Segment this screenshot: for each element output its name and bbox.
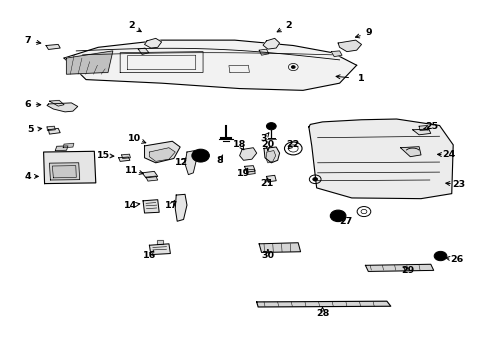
Polygon shape <box>418 126 428 131</box>
Text: 9: 9 <box>365 28 371 37</box>
Polygon shape <box>330 51 341 57</box>
Text: 4: 4 <box>24 172 31 181</box>
Circle shape <box>291 66 295 68</box>
Polygon shape <box>142 171 158 178</box>
Text: 19: 19 <box>236 169 250 178</box>
Text: 1: 1 <box>358 75 364 84</box>
Text: 20: 20 <box>261 140 274 149</box>
Polygon shape <box>66 51 113 74</box>
Circle shape <box>195 152 205 159</box>
Polygon shape <box>149 244 170 255</box>
Text: 11: 11 <box>124 166 138 175</box>
Polygon shape <box>337 40 361 51</box>
Circle shape <box>333 213 341 219</box>
Text: 29: 29 <box>401 266 414 275</box>
Text: 13: 13 <box>192 151 205 160</box>
Polygon shape <box>265 150 275 163</box>
Polygon shape <box>144 141 180 163</box>
Text: 27: 27 <box>339 217 352 226</box>
Polygon shape <box>47 103 78 112</box>
Polygon shape <box>138 48 149 54</box>
Text: 18: 18 <box>232 140 246 149</box>
Polygon shape <box>263 39 279 49</box>
Text: 24: 24 <box>442 150 455 159</box>
Polygon shape <box>308 119 452 199</box>
Polygon shape <box>184 150 196 175</box>
Text: 2: 2 <box>285 21 291 30</box>
Text: 26: 26 <box>449 255 462 264</box>
Polygon shape <box>48 129 60 134</box>
Polygon shape <box>47 126 55 131</box>
Text: 22: 22 <box>286 140 299 149</box>
Polygon shape <box>259 243 300 252</box>
Polygon shape <box>400 147 420 157</box>
Text: 28: 28 <box>315 309 328 318</box>
Circle shape <box>330 210 345 222</box>
Polygon shape <box>244 166 255 172</box>
Text: 16: 16 <box>143 251 156 260</box>
Polygon shape <box>64 40 356 90</box>
Polygon shape <box>412 129 430 135</box>
Circle shape <box>433 251 446 261</box>
Polygon shape <box>52 166 76 178</box>
Text: 2: 2 <box>128 21 134 30</box>
Text: 23: 23 <box>451 180 465 189</box>
Polygon shape <box>259 49 268 55</box>
Polygon shape <box>146 176 158 181</box>
Polygon shape <box>144 39 161 48</box>
Text: 5: 5 <box>28 125 34 134</box>
Polygon shape <box>264 147 279 163</box>
Polygon shape <box>143 200 159 213</box>
Text: 10: 10 <box>128 134 141 143</box>
Text: 8: 8 <box>216 156 223 165</box>
Text: 12: 12 <box>174 158 187 167</box>
Circle shape <box>266 123 276 130</box>
Polygon shape <box>365 264 433 271</box>
Text: 25: 25 <box>425 122 438 131</box>
Text: 17: 17 <box>164 201 178 210</box>
Text: 21: 21 <box>259 179 272 188</box>
Polygon shape <box>49 163 80 180</box>
Polygon shape <box>46 44 60 49</box>
Polygon shape <box>175 194 186 221</box>
Polygon shape <box>266 175 276 182</box>
Text: 7: 7 <box>24 36 31 45</box>
Polygon shape <box>49 100 64 106</box>
Polygon shape <box>149 148 175 161</box>
Polygon shape <box>157 240 162 244</box>
Polygon shape <box>55 146 68 150</box>
Text: 6: 6 <box>24 100 31 109</box>
Text: 30: 30 <box>261 251 274 260</box>
Polygon shape <box>63 143 74 148</box>
Text: 3: 3 <box>260 134 267 143</box>
Polygon shape <box>43 151 96 184</box>
Polygon shape <box>239 148 256 160</box>
Text: 14: 14 <box>124 201 137 210</box>
Text: 15: 15 <box>96 151 109 160</box>
Polygon shape <box>119 157 130 161</box>
Polygon shape <box>122 154 130 158</box>
Circle shape <box>191 149 209 162</box>
Polygon shape <box>256 301 390 307</box>
Polygon shape <box>245 169 255 175</box>
Circle shape <box>312 177 317 181</box>
